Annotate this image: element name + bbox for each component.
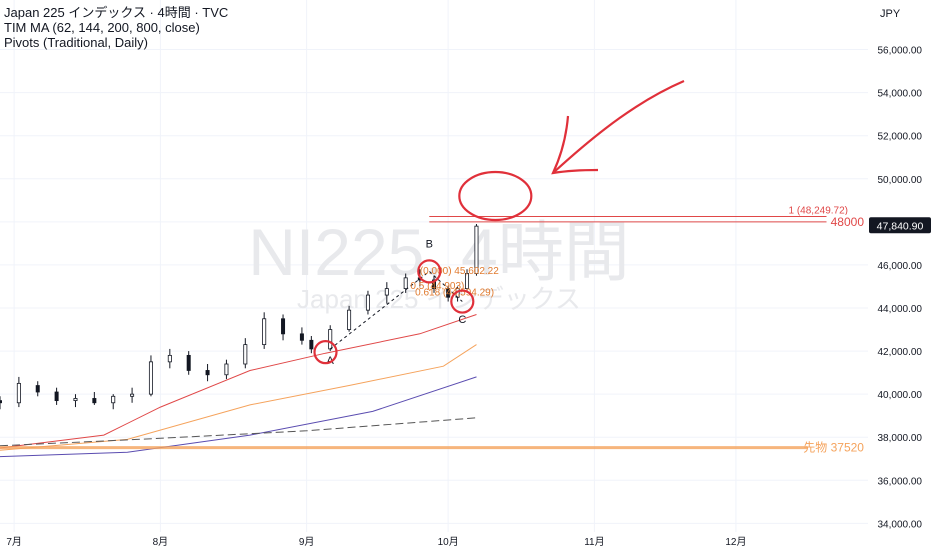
- ma-line: [0, 417, 477, 447]
- time-tick-label: 11月: [584, 536, 604, 548]
- candle-body: [243, 344, 248, 365]
- candle-body: [309, 339, 314, 350]
- candle-body: [54, 391, 59, 402]
- ma-line: [0, 344, 477, 451]
- candle-body: [167, 354, 172, 363]
- candle-body: [299, 333, 304, 341]
- price-tick-label: 56,000.00: [878, 46, 923, 57]
- candle-body: [35, 385, 40, 393]
- price-tick-label: 50,000.00: [878, 175, 923, 186]
- indicator-lines: [0, 215, 868, 458]
- wave-label: B: [426, 239, 433, 251]
- currency-label[interactable]: JPY: [880, 8, 901, 20]
- annotation-circle: [417, 259, 442, 284]
- fib-label: (0.000) 45,602.22: [420, 266, 499, 277]
- level-label: 先物 37520: [803, 441, 864, 455]
- candle-body: [92, 398, 97, 404]
- candle-body: [431, 279, 436, 290]
- time-axis[interactable]: 7月 8月 9月 10月 11月 12月: [6, 536, 746, 548]
- chart-legend: Japan 225 インデックス · 4時間 · TVC TIM MA (62,…: [4, 5, 228, 50]
- drawings: ABC(0.000) 45,602.220.5 (44,903)0.618 (4…: [313, 79, 685, 367]
- last-price-bg: [869, 217, 931, 234]
- arrow-head: [551, 115, 599, 175]
- candle-body: [224, 363, 229, 376]
- level-label-bg: [807, 440, 868, 455]
- price-axis[interactable]: 56,000.0054,000.0052,000.0050,000.0048,0…: [789, 46, 932, 531]
- time-tick-label: 12月: [725, 536, 746, 548]
- candle-body: [403, 277, 408, 290]
- ma-line: [0, 376, 477, 458]
- arrow-shaft: [552, 79, 685, 174]
- time-tick-label: 10月: [438, 536, 459, 548]
- price-tick-label: 46,000.00: [878, 261, 923, 272]
- candle-body: [328, 329, 333, 350]
- candle-body: [0, 400, 3, 404]
- candle-body: [347, 309, 352, 330]
- price-tick-label: 36,000.00: [878, 476, 923, 487]
- candle-body: [262, 318, 267, 346]
- candle-body: [73, 398, 78, 402]
- candles: [0, 224, 479, 410]
- candle-body: [205, 370, 210, 376]
- time-tick-label: 7月: [6, 536, 22, 548]
- candle-body: [281, 318, 286, 335]
- candle-body: [474, 225, 479, 274]
- legend-ma[interactable]: TIM MA (62, 144, 200, 800, close): [4, 20, 200, 35]
- candle-body: [186, 354, 191, 371]
- candle-body: [465, 273, 470, 290]
- watermark-sub: Japan 225 インデックス: [297, 284, 581, 314]
- wave-label: C: [458, 314, 466, 326]
- candle-body: [111, 395, 116, 404]
- price-tick-label: 38,000.00: [878, 433, 923, 444]
- legend-pivots[interactable]: Pivots (Traditional, Daily): [4, 35, 149, 50]
- annotation-circle: [313, 340, 338, 365]
- price-tick-label: 54,000.00: [878, 89, 923, 100]
- legend-symbol[interactable]: Japan 225 インデックス · 4時間 · TVC: [4, 5, 229, 20]
- candle-body: [365, 294, 370, 311]
- level-label: 48000: [831, 215, 865, 229]
- time-tick-label: 8月: [153, 536, 169, 548]
- time-tick-label: 9月: [299, 536, 315, 548]
- candle-body: [16, 382, 21, 404]
- fib-label: 0.5 (44,903): [410, 281, 464, 292]
- candle-body: [384, 288, 389, 296]
- candle-body: [130, 393, 135, 397]
- level-label-bg: [826, 214, 868, 229]
- candle-body: [148, 361, 153, 395]
- price-tick-label: 42,000.00: [878, 347, 923, 358]
- last-price-label: 47,840.90: [877, 220, 924, 232]
- price-tick-label: 40,000.00: [878, 390, 923, 401]
- price-tick-label: 34,000.00: [878, 519, 923, 530]
- annotation-circle: [458, 170, 533, 222]
- annotation-circle: [450, 289, 475, 314]
- ma-line: [0, 314, 477, 449]
- price-tick-label: 44,000.00: [878, 304, 923, 315]
- price-tick-label: 52,000.00: [878, 132, 923, 143]
- level-label: 1 (48,249.72): [789, 205, 849, 216]
